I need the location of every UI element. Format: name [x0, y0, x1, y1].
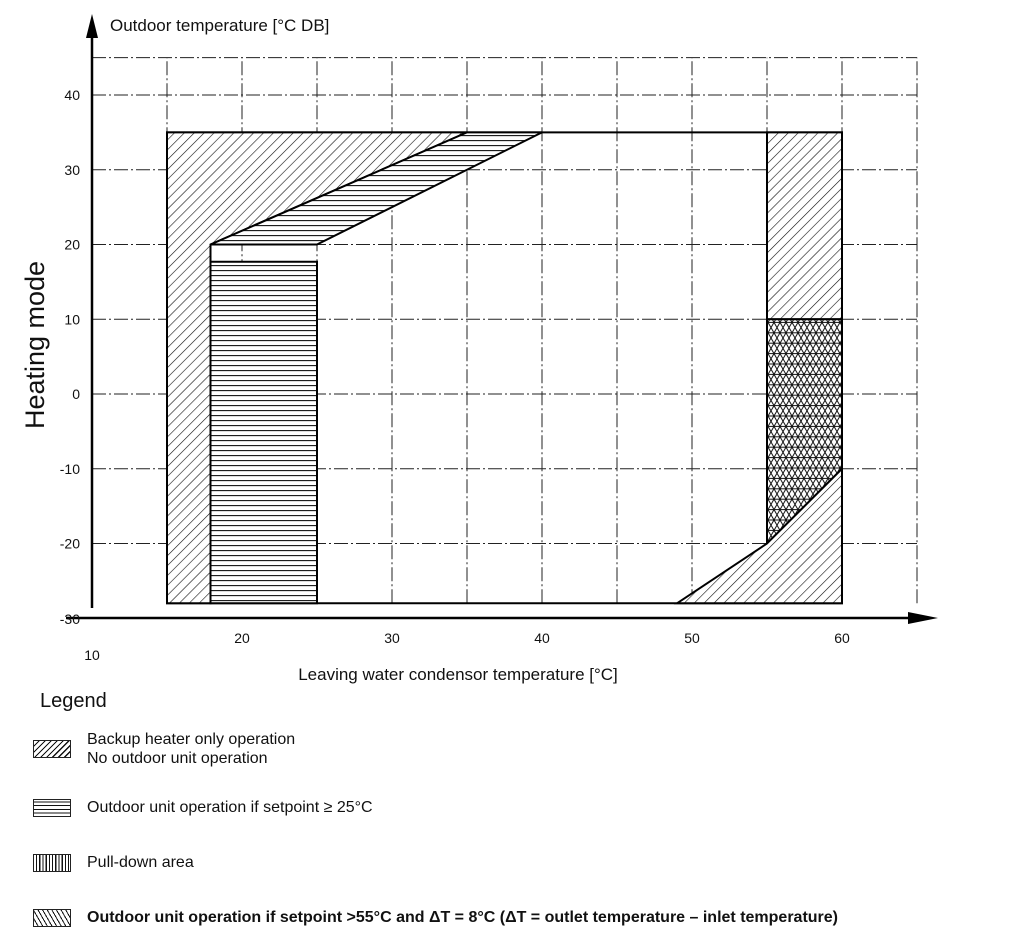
region-outdoor-upper-band	[210, 131, 543, 246]
axes	[66, 14, 938, 624]
legend-item-line: Pull-down area	[87, 854, 194, 871]
diag-pattern-swatch-icon	[33, 740, 71, 758]
chart-title: Heating mode	[20, 261, 50, 429]
legend-item-text: Backup heater only operation No outdoor u…	[87, 730, 295, 768]
x-tick-label: 50	[684, 630, 700, 646]
legend-item: Pull-down area	[33, 853, 194, 872]
y-tick-label: -20	[60, 536, 80, 552]
y-tick-label: -10	[60, 461, 80, 477]
legend-item-line: Outdoor unit operation if setpoint ≥ 25°…	[87, 799, 373, 816]
y-tick-label: 20	[64, 237, 80, 253]
region-backup-right-bottom	[673, 466, 843, 605]
legend-item: Backup heater only operation No outdoor u…	[33, 730, 295, 768]
y-axis-arrow-icon	[86, 14, 98, 38]
x-tick-label: 30	[384, 630, 400, 646]
y-tick-label: 30	[64, 162, 80, 178]
legend-title: Legend	[40, 690, 107, 712]
legend-item-text: Outdoor unit operation if setpoint ≥ 25°…	[87, 798, 373, 817]
vert-pattern-swatch-icon	[33, 853, 71, 872]
x-axis-label: Leaving water condensor temperature [°C]	[298, 665, 618, 684]
tri-pattern-swatch-icon	[33, 908, 71, 927]
legend-item-line: No outdoor unit operation	[87, 750, 268, 767]
region-backup-right-top	[766, 131, 843, 321]
legend-item: Outdoor unit operation if setpoint >55°C…	[33, 908, 838, 927]
x-tick-label: 10	[84, 647, 100, 663]
legend-item-text: Pull-down area	[87, 853, 194, 872]
tick-labels: 10 20 30 40 50 60 -30 -20 -10 0 10 20 30 40	[60, 87, 850, 663]
legend: Legend Backup heater only operation No ou…	[0, 680, 1019, 927]
legend-item: Outdoor unit operation if setpoint ≥ 25°…	[33, 798, 373, 817]
legend-item-line: Backup heater only operation	[87, 731, 296, 748]
x-tick-label: 60	[834, 630, 850, 646]
legend-item-text: Outdoor unit operation if setpoint >55°C…	[87, 908, 838, 927]
heating-mode-chart: 10 20 30 40 50 60 -30 -20 -10 0 10 20 30 40 Outdoor t…	[20, 14, 938, 684]
x-tick-label: 40	[534, 630, 550, 646]
region-outdoor-left-column	[209, 260, 318, 605]
x-axis-arrow-icon	[908, 612, 938, 624]
horiz-pattern-swatch-icon	[33, 798, 71, 817]
y-tick-label: 0	[72, 386, 80, 402]
y-tick-label: 40	[64, 87, 80, 103]
y-tick-label: 10	[64, 311, 80, 327]
x-tick-label: 20	[234, 630, 250, 646]
legend-item-line: Outdoor unit operation if setpoint >55°C…	[87, 909, 838, 926]
regions	[166, 131, 843, 605]
y-axis-label: Outdoor temperature [°C DB]	[110, 16, 329, 35]
y-tick-label: -30	[60, 611, 80, 627]
